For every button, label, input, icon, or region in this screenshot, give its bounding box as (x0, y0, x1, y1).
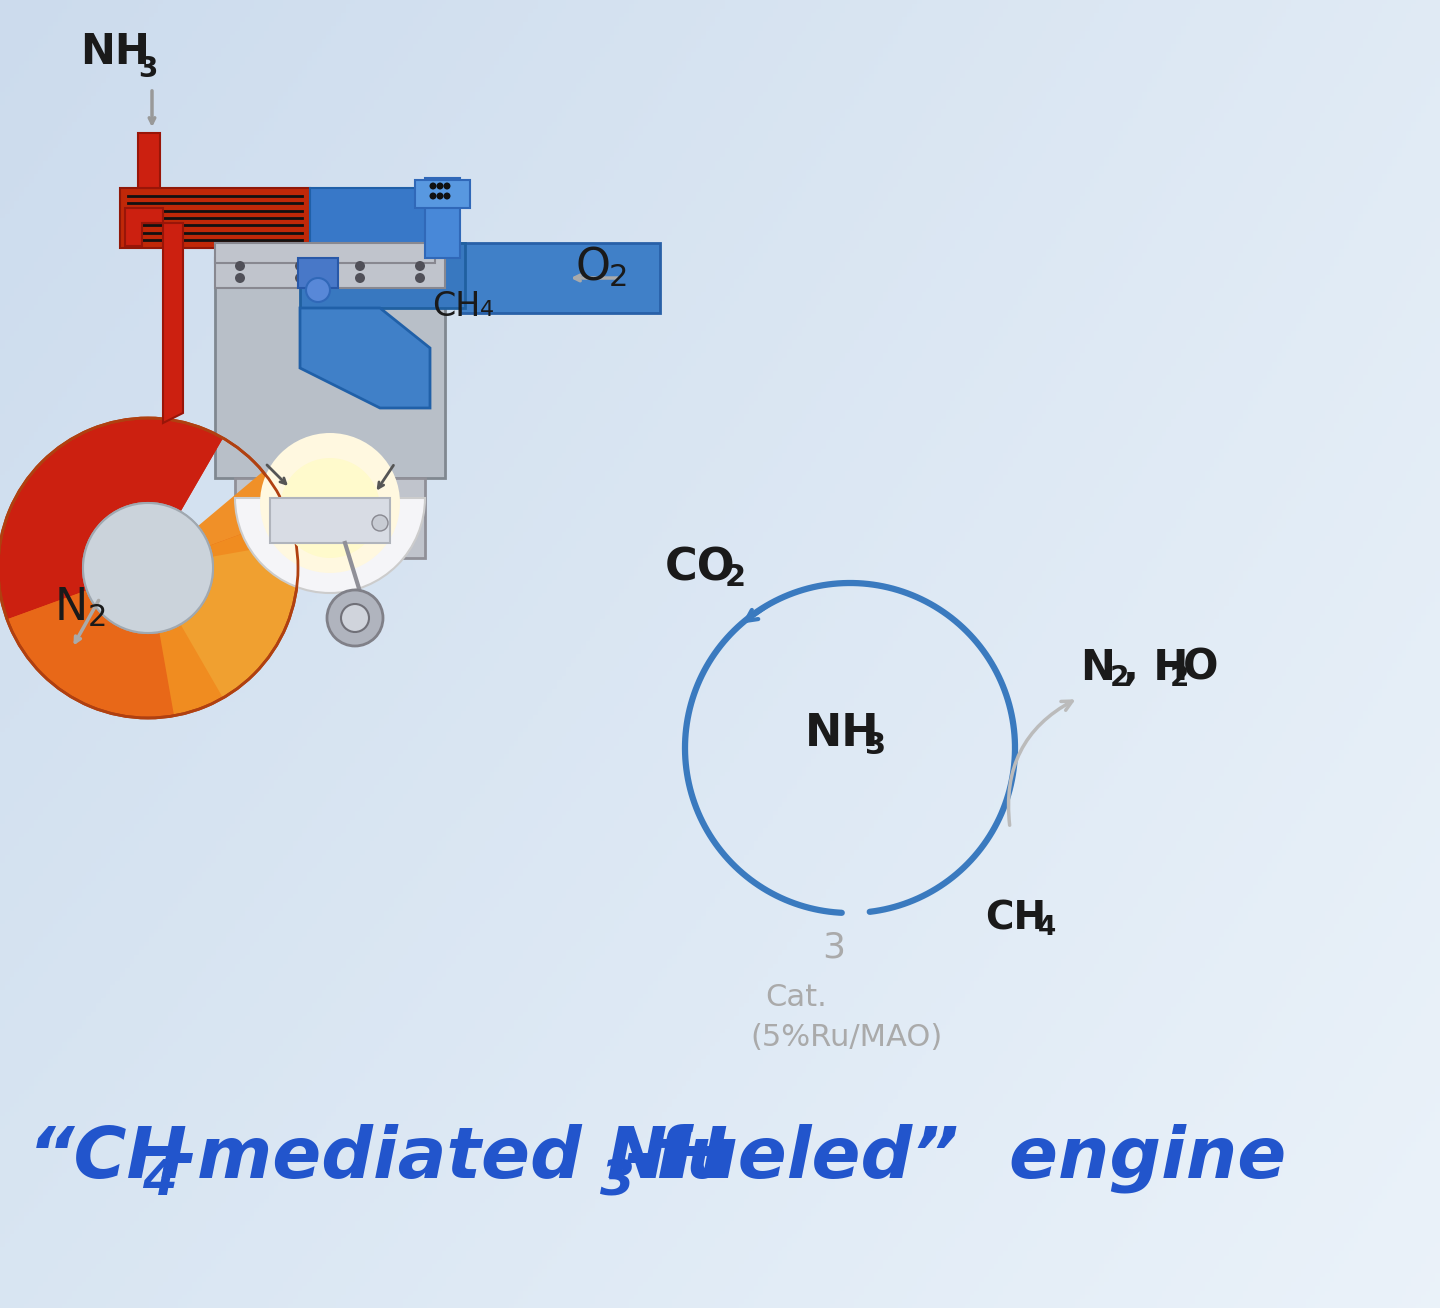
Wedge shape (148, 517, 298, 715)
Circle shape (436, 183, 444, 190)
Text: 2: 2 (88, 603, 108, 633)
Circle shape (429, 183, 436, 190)
Circle shape (235, 262, 245, 271)
Wedge shape (0, 419, 223, 619)
Circle shape (327, 590, 383, 646)
Wedge shape (7, 568, 264, 718)
Bar (235, 477, 425, 559)
Text: NH: NH (81, 31, 150, 73)
Bar (215, 258, 445, 477)
Bar (300, 303, 431, 408)
Text: O: O (575, 246, 611, 289)
Circle shape (372, 515, 387, 531)
Text: 3: 3 (865, 731, 886, 760)
Wedge shape (0, 419, 174, 664)
Bar (138, 133, 160, 188)
Circle shape (444, 183, 451, 190)
Circle shape (436, 192, 444, 200)
Text: 2: 2 (1110, 664, 1129, 692)
Text: 2: 2 (609, 263, 628, 293)
Polygon shape (125, 208, 183, 422)
Bar (120, 188, 310, 249)
Text: , H: , H (1123, 647, 1188, 689)
Circle shape (84, 504, 213, 633)
Text: CH: CH (432, 290, 481, 323)
Circle shape (415, 273, 425, 283)
Wedge shape (7, 568, 295, 718)
Wedge shape (235, 498, 425, 593)
Text: 4: 4 (143, 1158, 177, 1205)
Bar (425, 178, 459, 258)
Text: CH: CH (985, 899, 1045, 937)
Circle shape (295, 273, 305, 283)
Wedge shape (7, 517, 298, 718)
Bar (298, 258, 338, 288)
Text: “CH: “CH (27, 1124, 189, 1193)
Circle shape (341, 604, 369, 632)
Circle shape (444, 192, 451, 200)
Circle shape (356, 273, 364, 283)
Text: N: N (1080, 647, 1115, 689)
Circle shape (305, 279, 330, 302)
Wedge shape (73, 472, 298, 718)
Circle shape (261, 433, 400, 573)
Bar (271, 498, 390, 543)
Polygon shape (300, 307, 431, 408)
Bar (215, 243, 435, 263)
Text: NH: NH (805, 712, 880, 755)
Circle shape (415, 262, 425, 271)
Wedge shape (33, 517, 298, 718)
Circle shape (295, 262, 305, 271)
Text: O: O (1184, 647, 1218, 689)
Text: 3: 3 (138, 55, 157, 82)
Bar (459, 243, 660, 313)
Text: CO: CO (665, 547, 736, 590)
Bar (415, 181, 469, 208)
Text: -mediated NH: -mediated NH (167, 1124, 727, 1193)
Circle shape (84, 504, 213, 633)
Text: 2: 2 (724, 564, 746, 593)
Text: Cat.: Cat. (765, 984, 827, 1012)
Text: N: N (55, 586, 88, 629)
Bar (215, 258, 445, 288)
Wedge shape (0, 419, 223, 619)
Circle shape (429, 192, 436, 200)
Text: 4: 4 (1038, 916, 1057, 940)
Text: (5%Ru/MAO): (5%Ru/MAO) (750, 1023, 942, 1053)
Text: -fueled”  engine: -fueled” engine (625, 1124, 1286, 1193)
Text: 3: 3 (822, 931, 845, 965)
Wedge shape (148, 542, 298, 698)
Text: 2: 2 (1169, 664, 1189, 692)
Bar (310, 188, 431, 249)
Circle shape (279, 458, 380, 559)
Text: 3: 3 (600, 1158, 635, 1205)
Text: 4: 4 (480, 300, 494, 320)
Circle shape (84, 504, 213, 633)
Circle shape (235, 273, 245, 283)
Circle shape (356, 262, 364, 271)
Bar (300, 243, 465, 307)
